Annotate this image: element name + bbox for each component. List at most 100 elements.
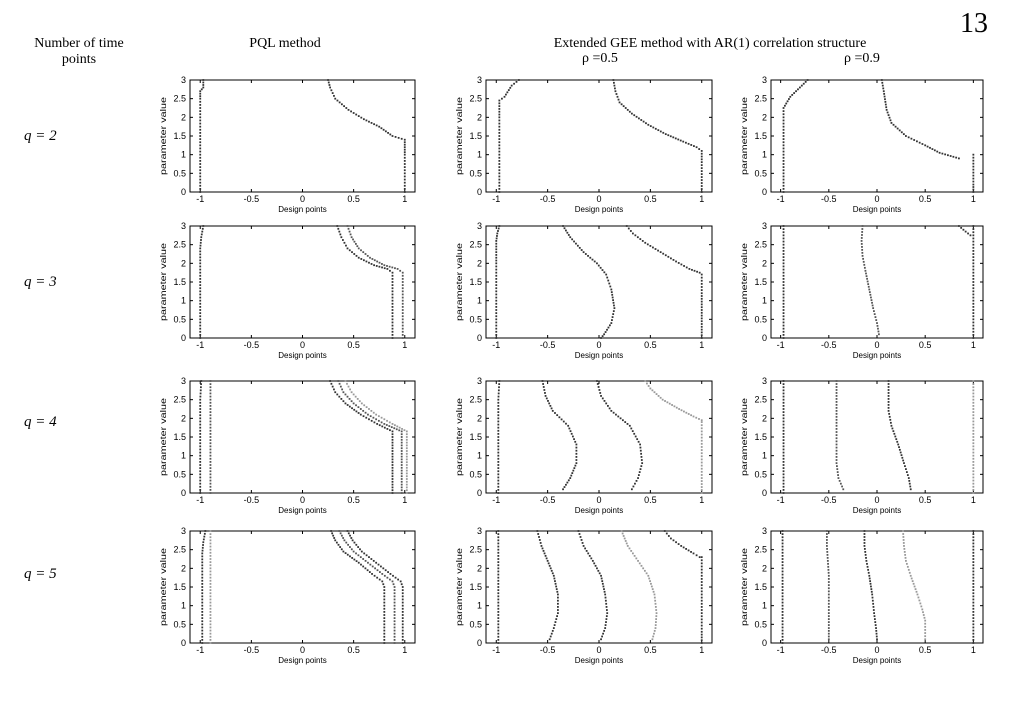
q5-pql-curve-1-point	[209, 561, 212, 564]
q3-gee-rho05-curve-0-point	[497, 230, 499, 232]
q5-gee-rho05-curve-3-point	[650, 582, 652, 585]
q5-pql-curve-1-point	[209, 576, 212, 579]
q2-gee-rho05-x-tick-label: -1	[492, 194, 500, 204]
q3-gee-rho09-curve-3-point	[972, 290, 975, 293]
q2-gee-rho09-curve-0-point	[782, 144, 785, 147]
q5-gee-rho09-curve-2-point	[863, 533, 866, 535]
q2-gee-rho05-curve-0-point	[498, 138, 501, 141]
q5-pql-curve-3-point	[393, 617, 396, 620]
q3-gee-rho05-curve-1-point	[613, 307, 616, 310]
q3-gee-rho05-curve-1-point	[603, 271, 606, 274]
q5-gee-rho09-curve-0-point	[781, 573, 784, 576]
q4-gee-rho09-curve-0-point	[782, 457, 785, 460]
q5-gee-rho09-curve-0-point	[781, 607, 784, 610]
q4-gee-rho09-curve-3-point	[972, 423, 975, 426]
q3-gee-rho09-curve-0-point	[782, 318, 785, 321]
q5-gee-rho05-curve-5-point	[700, 602, 703, 605]
q3-pql-y-tick-label: 1	[181, 296, 186, 306]
q4-gee-rho05-curve-3-point	[646, 382, 648, 385]
q4-gee-rho09-x-tick-label: -1	[777, 495, 785, 505]
q5-pql-y-tick-label: 2.5	[173, 545, 186, 555]
q2-gee-rho09-curve-1-point	[918, 141, 921, 144]
q4-pql-curve-0-point	[199, 417, 202, 420]
q4-gee-rho09-curve-3-point	[972, 439, 975, 442]
q5-gee-rho09-curve-3-point	[914, 588, 917, 591]
q4-gee-rho05-curve-3-point	[671, 404, 673, 406]
q3-pql-curve-1-point	[391, 327, 394, 330]
q5-pql-curve-1-point	[209, 582, 212, 585]
q2-gee-rho05-y-tick-label: 0	[477, 187, 482, 197]
q3-gee-rho09-y-tick-label: 1.5	[754, 277, 767, 287]
q5-gee-rho05-curve-2-point	[606, 612, 609, 615]
q2-gee-rho09-curve-0-point	[782, 138, 785, 141]
q3-gee-rho05-curve-1-point	[565, 229, 567, 232]
q5-gee-rho05-curve-1-point	[541, 547, 544, 550]
q3-gee-rho05-curve-1-point	[610, 291, 613, 294]
q5-gee-rho09-curve-3-point	[919, 602, 922, 605]
q5-gee-rho09-curve-1-point	[827, 602, 830, 605]
q4-gee-rho05-curve-2-point	[630, 488, 633, 491]
q3-gee-rho05-curve-2-point	[629, 230, 632, 232]
q3-gee-rho05-curve-0-point	[495, 277, 498, 280]
q5-pql-curve-0-point	[201, 589, 204, 592]
q5-gee-rho05-curve-3-point	[643, 569, 646, 572]
q5-gee-rho09-curve-3-point	[912, 582, 915, 585]
q3-gee-rho09-curve-0-point	[782, 271, 785, 274]
q4-gee-rho05-curve-2-point	[615, 413, 617, 416]
q2-pql-curve-0-point	[199, 191, 202, 193]
q4-gee-rho09-curve-0-point	[782, 464, 785, 466]
q4-pql-curve-1-point	[209, 426, 212, 429]
q5-pql-curve-0-point	[201, 617, 204, 620]
q2-gee-rho05-curve-1-point	[672, 136, 675, 139]
q5-gee-rho09-curve-0-point	[781, 548, 784, 551]
q2-gee-rho09-curve-1-point	[907, 136, 910, 139]
q2-pql-curve-1-point	[389, 133, 392, 136]
q4-pql-curve-2-point	[365, 416, 368, 419]
q4-pql-curve-0-point	[199, 429, 202, 432]
q5-gee-rho05-curve-1-point	[540, 545, 543, 547]
q3-gee-rho05-curve-2-point	[639, 238, 642, 240]
q3-pql-curve-1-point	[391, 318, 394, 321]
q2-gee-rho09-curve-0-point	[786, 100, 789, 103]
q4-gee-rho05-curve-0-point	[497, 476, 500, 479]
q4-pql-curve-1-point	[209, 408, 212, 410]
q5-gee-rho05-curve-5-point	[700, 612, 703, 615]
q5-gee-rho09-curve-3-point	[916, 593, 919, 596]
q2-gee-rho09-y-tick-label: 1	[762, 150, 767, 160]
q3-gee-rho05-curve-1-point	[569, 236, 572, 239]
q5-gee-rho05-curve-1-point	[539, 542, 542, 544]
q5-gee-rho05-curve-5-point	[700, 562, 703, 565]
q5-pql-curve-2-point	[383, 638, 386, 641]
q4-pql-curve-4-point	[372, 411, 375, 414]
q3-gee-rho05-curve-0-point	[495, 237, 498, 240]
q5-gee-rho05-curve-2-point	[604, 599, 607, 602]
q4-gee-rho05-curve-4-point	[700, 489, 703, 491]
q4-gee-rho09-curve-0-point	[782, 392, 785, 395]
q5-gee-rho09-curve-1-point	[827, 621, 830, 623]
q5-pql-curve-4-point	[401, 629, 404, 632]
q3-gee-rho05-curve-0-point	[495, 299, 498, 302]
q4-gee-rho09-curve-0-point	[782, 432, 785, 435]
q3-gee-rho09-curve-3-point	[972, 293, 975, 296]
q3-gee-rho09-y-tick-label: 1	[762, 296, 767, 306]
q4-gee-rho05-curve-2-point	[637, 474, 640, 476]
q4-gee-rho05-curve-3-point	[683, 410, 685, 413]
q2-pql-y-tick-label: 2.5	[173, 94, 186, 104]
q4-pql-curve-3-point	[348, 398, 351, 400]
q5-pql-curve-3-point	[393, 642, 396, 644]
q5-gee-rho05-curve-3-point	[649, 580, 651, 583]
q5-gee-rho09-curve-0-point	[781, 595, 784, 598]
q3-gee-rho09-curve-3-point	[972, 274, 975, 277]
q5-pql-curve-3-point	[362, 558, 365, 560]
q5-pql-curve-4-point	[365, 554, 368, 557]
q4-pql-curve-3-point	[357, 406, 360, 409]
q4-pql-curve-4-point	[344, 380, 347, 382]
q4-gee-rho05-curve-2-point	[607, 404, 609, 407]
q4-pql-curve-3-point	[377, 419, 380, 422]
q2-gee-rho05-curve-1-point	[617, 98, 620, 101]
q2-gee-rho05-curve-1-point	[659, 130, 662, 133]
q4-gee-rho05-curve-1-point	[568, 427, 571, 430]
q2-gee-rho05-curve-0-point	[498, 150, 501, 153]
q3-gee-rho09-curve-3-point	[972, 318, 975, 321]
q4-gee-rho09-curve-1-point	[835, 380, 838, 382]
